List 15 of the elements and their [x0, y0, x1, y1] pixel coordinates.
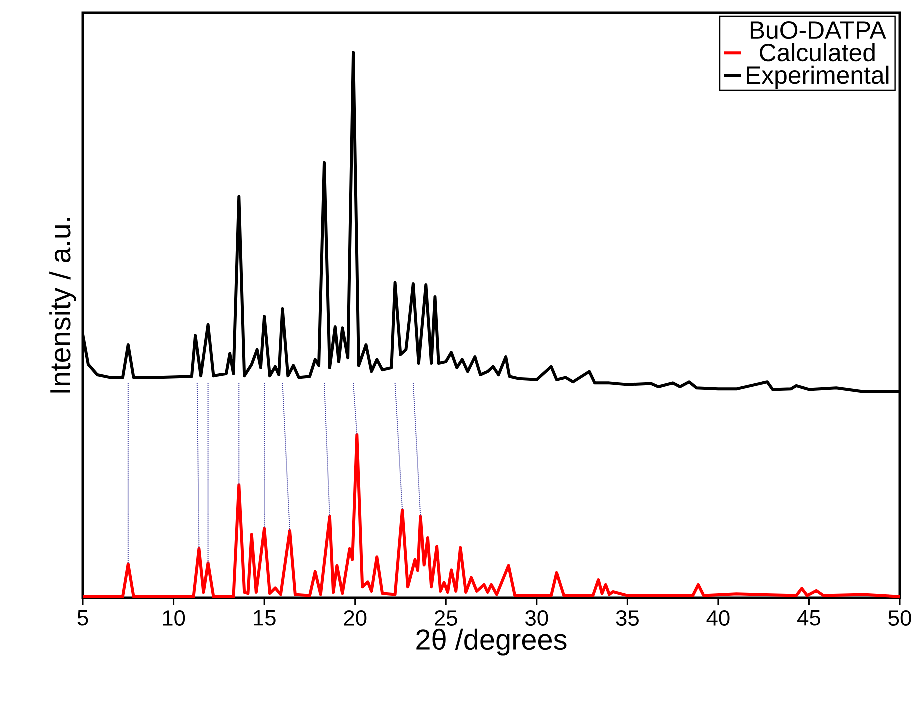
y-axis-title: Intensity / a.u.: [50, 218, 76, 393]
x-tick-label: 15: [254, 610, 276, 626]
x-tick-label: 30: [526, 610, 548, 626]
x-tick-label: 45: [798, 610, 820, 626]
x-axis-title: 2θ /degrees: [416, 628, 567, 656]
x-tick-label: 40: [706, 610, 730, 626]
x-tick-label: 5: [78, 610, 88, 626]
x-tick-label: 50: [888, 610, 912, 626]
x-tick-label: 35: [616, 610, 639, 626]
x-tick-label: 20: [344, 610, 367, 626]
x-tick-label: 25: [435, 610, 458, 626]
legend-label: Experimental: [747, 66, 889, 90]
x-tick-label: 10: [163, 610, 186, 626]
legend-title: BuO-DATPA: [750, 21, 886, 40]
legend-label: Calculated: [760, 43, 875, 62]
